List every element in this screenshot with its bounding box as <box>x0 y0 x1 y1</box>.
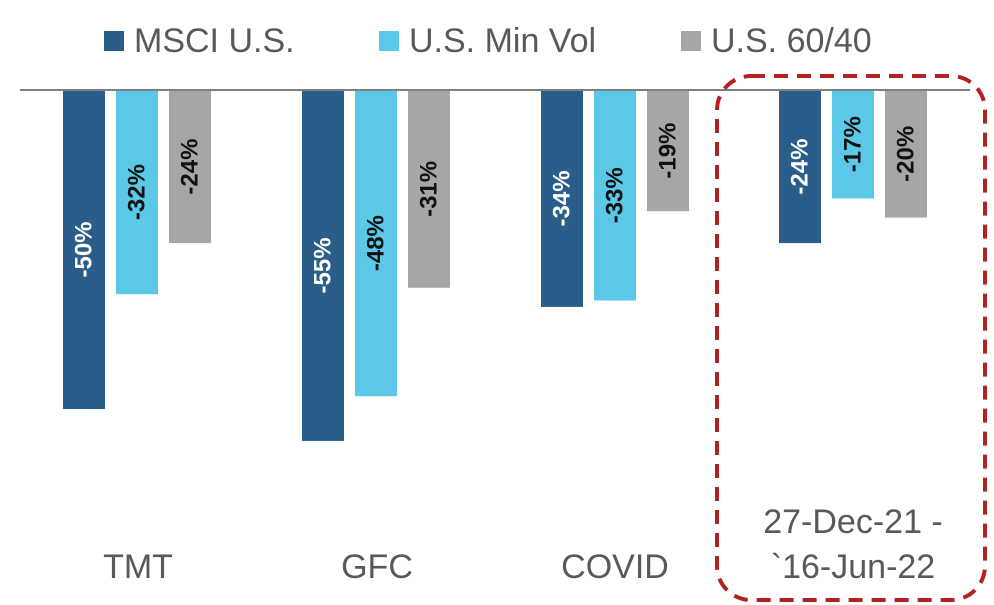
legend-label-3: U.S. 60/40 <box>711 22 872 60</box>
bar-label-3-2: -20% <box>893 126 920 182</box>
bar-2-0 <box>541 90 583 307</box>
bar-labels: -50% -55% -34% -24% -32% -48% -33% -17% -24% -31%… <box>71 116 920 293</box>
bar-label-3-0: -24% <box>787 139 814 195</box>
bar-3-2 <box>885 90 927 218</box>
highlight-box <box>715 74 987 602</box>
category-label-0: TMT <box>103 548 173 586</box>
bar-1-1 <box>355 90 397 397</box>
bars <box>63 90 927 441</box>
category-label-2: COVID <box>561 548 669 586</box>
bar-2-2 <box>647 90 689 212</box>
bar-3-1 <box>832 90 874 199</box>
bar-1-2 <box>408 90 450 288</box>
category-label-3-line-1: 27-Dec-21 - <box>763 503 943 541</box>
category-label-1: GFC <box>341 548 413 586</box>
category-label-3-line-2: `16-Jun-22 <box>771 548 935 586</box>
bar-label-0-2: -24% <box>177 139 204 195</box>
bar-label-1-2: -31% <box>416 161 443 217</box>
bar-label-1-0: -55% <box>310 237 337 293</box>
bar-label-1-1: -48% <box>363 215 390 271</box>
bar-label-2-2: -19% <box>655 123 682 179</box>
legend-label-2: U.S. Min Vol <box>409 22 596 60</box>
legend: MSCI U.S. U.S. Min Vol U.S. 60/40 <box>104 22 872 60</box>
bar-label-2-1: -33% <box>602 167 629 223</box>
bar-label-3-1: -17% <box>840 116 867 172</box>
bar-3-0 <box>779 90 821 244</box>
bar-2-1 <box>594 90 636 301</box>
bar-label-2-0: -34% <box>549 170 576 226</box>
bar-0-0 <box>63 90 105 409</box>
bar-1-0 <box>302 90 344 441</box>
bar-0-2 <box>169 90 211 244</box>
bar-0-1 <box>116 90 158 295</box>
category-labels: TMT GFC COVID 27-Dec-21 - `16-Jun-22 <box>103 503 943 586</box>
legend-swatch-2 <box>379 31 399 51</box>
bar-label-0-1: -32% <box>124 164 151 220</box>
legend-label-1: MSCI U.S. <box>134 22 295 60</box>
legend-swatch-1 <box>104 31 124 51</box>
bar-label-0-0: -50% <box>71 221 98 277</box>
legend-swatch-3 <box>681 31 701 51</box>
